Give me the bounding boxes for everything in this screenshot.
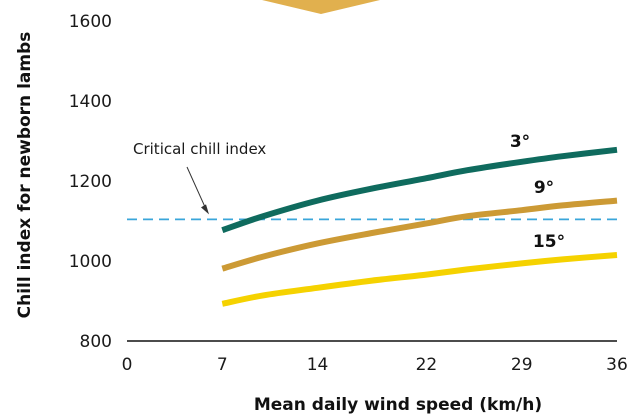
x-tick-label: 22 [416, 355, 438, 375]
annotation-arrow-head [201, 204, 209, 215]
x-tick-label: 29 [511, 355, 533, 375]
y-tick-label: 1000 [69, 252, 112, 272]
series-lines [221, 146, 618, 307]
y-axis-title-group: Chill index for newborn lambs [15, 32, 35, 319]
top-arrow-decoration [262, 0, 380, 14]
x-tick-label: 0 [122, 355, 133, 375]
series-label-0: 3° [510, 132, 530, 152]
x-tick-label: 14 [307, 355, 329, 375]
y-tick-label: 1200 [69, 172, 112, 192]
series-label-1: 9° [534, 178, 554, 198]
annotation-arrow-shaft [186, 166, 208, 212]
series-label-2: 15° [533, 232, 565, 252]
y-tick-label: 1600 [69, 12, 112, 32]
series-line-2 [221, 252, 618, 307]
x-tick-label: 7 [217, 355, 228, 375]
x-tick-label: 36 [606, 355, 628, 375]
critical-chill-index-label: Critical chill index [133, 140, 266, 158]
y-tick-labels: 800 1000 1200 1400 1600 [69, 12, 112, 352]
series-labels: 3° 9° 15° [510, 132, 565, 252]
y-tick-label: 800 [80, 332, 112, 352]
y-tick-label: 1400 [69, 92, 112, 112]
x-tick-labels: 0 7 14 22 29 36 [122, 355, 628, 375]
reference-lines: Critical chill index [127, 140, 617, 221]
series-line-0 [221, 146, 618, 234]
y-axis-title: Chill index for newborn lambs [15, 32, 35, 319]
x-axis-title: Mean daily wind speed (km/h) [254, 395, 542, 415]
series-line-1 [221, 197, 618, 272]
